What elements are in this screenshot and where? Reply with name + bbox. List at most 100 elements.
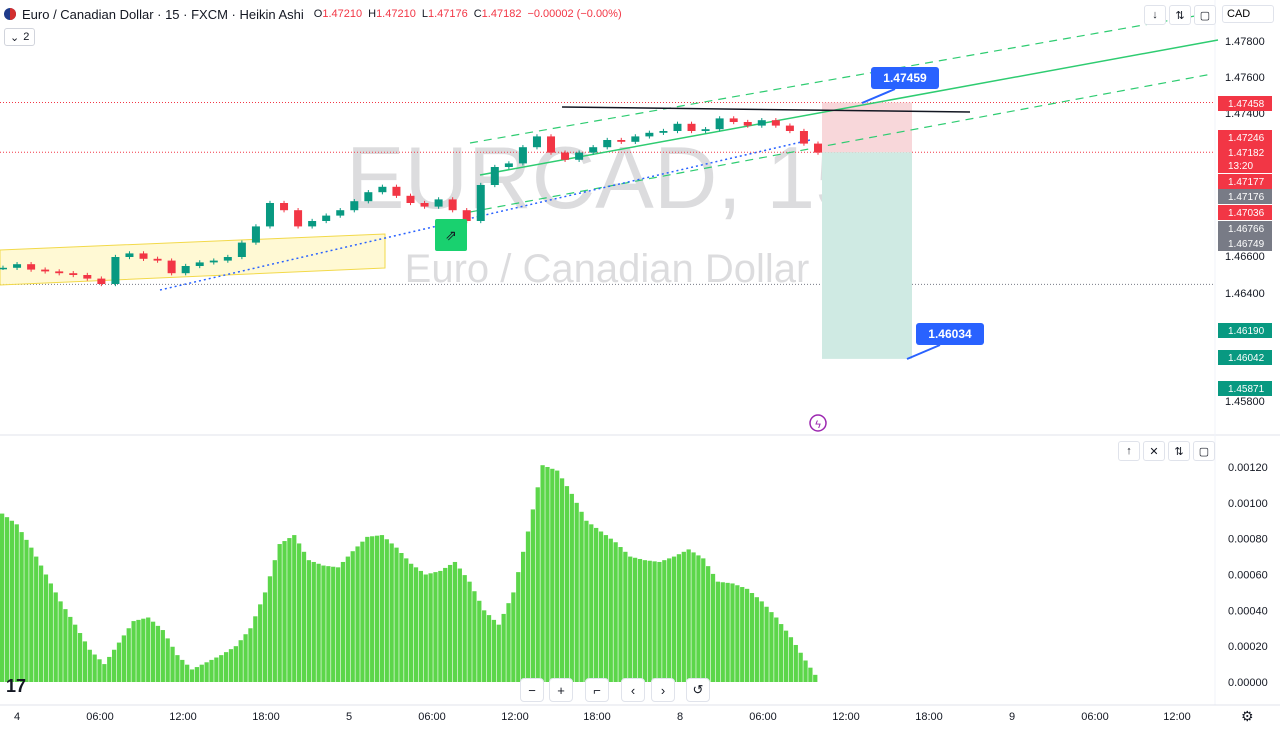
candle-body[interactable] bbox=[757, 120, 766, 126]
zoom-in-button[interactable]: + bbox=[549, 678, 573, 702]
scroll-right-button[interactable]: › bbox=[651, 678, 675, 702]
candle-body[interactable] bbox=[265, 203, 274, 227]
histogram-bar bbox=[701, 558, 706, 682]
candle-body[interactable] bbox=[223, 257, 232, 261]
candle-body[interactable] bbox=[645, 132, 654, 137]
lightning-icon[interactable] bbox=[809, 414, 827, 432]
histogram-tick-label: 0.00060 bbox=[1228, 570, 1268, 582]
buy-signal-marker[interactable] bbox=[435, 219, 467, 251]
close-icon[interactable]: ✕ bbox=[1143, 441, 1165, 461]
maximize-pane-icon[interactable]: ▢ bbox=[1193, 441, 1215, 461]
candle-body[interactable] bbox=[378, 186, 387, 193]
candle-body[interactable] bbox=[125, 253, 134, 257]
histogram-bar bbox=[710, 573, 716, 682]
candle-body[interactable] bbox=[69, 273, 78, 275]
candle-body[interactable] bbox=[799, 131, 808, 144]
candle-body[interactable] bbox=[350, 201, 359, 211]
zoom-out-button[interactable]: − bbox=[520, 678, 544, 702]
candle-body[interactable] bbox=[322, 215, 331, 221]
price-tag-label: 1.47246 bbox=[1228, 133, 1265, 144]
candle-body[interactable] bbox=[280, 203, 289, 211]
candle-body[interactable] bbox=[181, 266, 190, 274]
candle-body[interactable] bbox=[448, 199, 457, 211]
candle-body[interactable] bbox=[476, 185, 485, 221]
indicators-toggle[interactable]: ⌄ 2 bbox=[4, 28, 36, 46]
tradingview-logo[interactable]: 17 bbox=[6, 676, 27, 696]
candle-body[interactable] bbox=[631, 136, 640, 142]
histogram-tick-label: 0.00000 bbox=[1228, 677, 1268, 689]
candle-body[interactable] bbox=[743, 122, 752, 126]
candle-body[interactable] bbox=[729, 118, 738, 122]
reset-chart-button[interactable]: ↺ bbox=[686, 678, 710, 702]
candle-body[interactable] bbox=[420, 203, 429, 207]
candle-body[interactable] bbox=[364, 192, 373, 202]
candle-body[interactable] bbox=[97, 278, 106, 284]
candle-body[interactable] bbox=[575, 152, 584, 160]
resistance-line bbox=[561, 106, 971, 113]
candle-body[interactable] bbox=[518, 147, 527, 164]
histogram-bar bbox=[686, 549, 691, 682]
candle-body[interactable] bbox=[673, 123, 682, 131]
candle-body[interactable] bbox=[462, 210, 471, 221]
candle-body[interactable] bbox=[659, 131, 668, 133]
candle-body[interactable] bbox=[532, 136, 541, 148]
candle-body[interactable] bbox=[715, 118, 724, 130]
down-arrow-icon[interactable]: ↓ bbox=[1144, 5, 1166, 25]
candle-body[interactable] bbox=[111, 257, 120, 284]
candle-body[interactable] bbox=[139, 253, 148, 259]
time-tick-label: 18:00 bbox=[252, 711, 280, 723]
candle-body[interactable] bbox=[195, 262, 204, 266]
collapse-pane-icon[interactable]: ⇅ bbox=[1168, 441, 1190, 461]
candle-body[interactable] bbox=[561, 152, 570, 160]
histogram-bar bbox=[160, 630, 165, 682]
candle-body[interactable] bbox=[209, 260, 218, 263]
histogram-bar bbox=[141, 618, 146, 682]
candle-body[interactable] bbox=[336, 210, 345, 216]
histogram-bar bbox=[783, 630, 789, 682]
candle-body[interactable] bbox=[167, 260, 176, 274]
candle-body[interactable] bbox=[27, 264, 36, 270]
histogram-bar bbox=[443, 567, 448, 682]
collapse-icon[interactable]: ⇅ bbox=[1169, 5, 1191, 25]
candle-body[interactable] bbox=[308, 221, 317, 227]
candle-body[interactable] bbox=[617, 140, 626, 142]
candle-body[interactable] bbox=[41, 269, 50, 272]
scroll-to-latest-button[interactable]: ⌐ bbox=[585, 678, 609, 702]
price-tick-label: 1.47800 bbox=[1225, 36, 1265, 48]
histogram-bar bbox=[740, 587, 745, 682]
candle-body[interactable] bbox=[0, 267, 7, 270]
candle-body[interactable] bbox=[13, 264, 22, 268]
candle-body[interactable] bbox=[504, 163, 513, 167]
high-value: 1.47210 bbox=[376, 8, 416, 20]
histogram-bar bbox=[637, 558, 643, 682]
candle-body[interactable] bbox=[785, 125, 794, 131]
candle-body[interactable] bbox=[55, 271, 64, 274]
candle-body[interactable] bbox=[251, 226, 260, 243]
candle-body[interactable] bbox=[771, 120, 780, 126]
callout-target-low-box[interactable] bbox=[916, 323, 984, 345]
candle-body[interactable] bbox=[83, 275, 92, 279]
gear-icon[interactable]: ⚙ bbox=[1241, 708, 1254, 724]
candle-body[interactable] bbox=[294, 210, 303, 227]
candle-body[interactable] bbox=[237, 242, 246, 257]
candle-body[interactable] bbox=[434, 199, 443, 207]
candle-body[interactable] bbox=[687, 123, 696, 131]
candle-body[interactable] bbox=[547, 136, 556, 153]
candle-body[interactable] bbox=[603, 140, 612, 148]
up-arrow-icon[interactable]: ↑ bbox=[1118, 441, 1140, 461]
scroll-left-button[interactable]: ‹ bbox=[621, 678, 645, 702]
symbol-title[interactable]: Euro / Canadian Dollar · 15 · FXCM · Hei… bbox=[22, 6, 304, 22]
currency-select[interactable]: CAD bbox=[1222, 5, 1274, 23]
maximize-icon[interactable]: ▢ bbox=[1194, 5, 1216, 25]
histogram-bar bbox=[394, 547, 399, 682]
candle-body[interactable] bbox=[814, 143, 822, 153]
candle-body[interactable] bbox=[406, 195, 415, 203]
candle-body[interactable] bbox=[701, 129, 710, 131]
candle-body[interactable] bbox=[589, 147, 598, 153]
candle-body[interactable] bbox=[153, 258, 162, 261]
callout-target-high-box[interactable] bbox=[871, 67, 939, 89]
candle-body[interactable] bbox=[490, 167, 499, 185]
candle-body[interactable] bbox=[392, 186, 401, 196]
